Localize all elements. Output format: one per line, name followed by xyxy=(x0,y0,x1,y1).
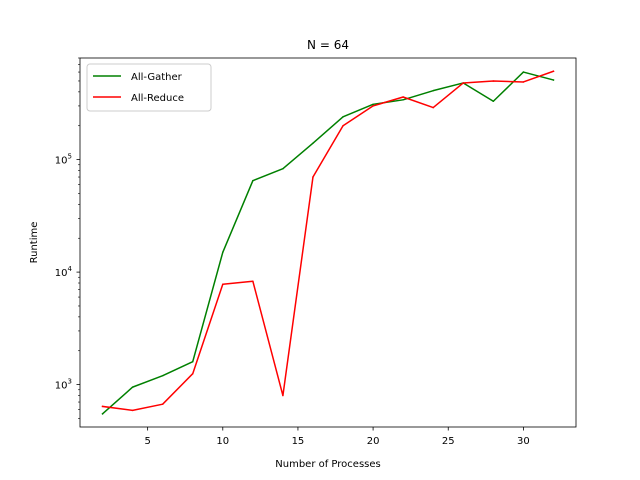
data-point-all-gather xyxy=(131,386,134,388)
x-tick-label: 15 xyxy=(292,436,305,447)
y-tick-label: 103 xyxy=(55,378,72,392)
plot-frame xyxy=(79,57,577,428)
series-layer xyxy=(101,70,555,415)
data-point-all-reduce xyxy=(191,372,194,375)
data-point-all-reduce xyxy=(101,405,104,408)
data-point-all-gather xyxy=(492,100,495,103)
data-point-all-gather xyxy=(552,79,555,81)
data-point-all-gather xyxy=(101,413,104,415)
legend: All-Gather All-Reduce xyxy=(86,63,212,112)
data-point-all-reduce xyxy=(432,106,434,109)
data-point-all-reduce xyxy=(492,80,495,82)
data-point-all-reduce xyxy=(161,403,164,405)
data-point-all-gather xyxy=(222,251,224,254)
data-point-all-gather xyxy=(432,89,434,92)
legend-label-all-gather: All-Gather xyxy=(131,72,183,83)
x-tick-label: 25 xyxy=(442,436,455,447)
data-point-all-gather xyxy=(191,360,194,363)
data-point-all-reduce xyxy=(342,124,344,127)
data-point-all-reduce xyxy=(522,81,525,83)
y-tick-label: 104 xyxy=(55,265,73,279)
y-axis: 103 104 105 xyxy=(55,57,80,419)
x-tick-label: 10 xyxy=(216,436,229,447)
data-point-all-reduce xyxy=(252,280,254,282)
x-tick-label: 30 xyxy=(517,436,530,447)
data-point-all-reduce xyxy=(312,176,314,178)
data-point-all-reduce xyxy=(282,394,284,397)
data-point-all-reduce xyxy=(222,283,224,285)
data-point-all-reduce xyxy=(372,105,374,107)
x-axis: 5 10 15 20 25 30 xyxy=(144,427,530,447)
chart-title: N = 64 xyxy=(307,38,349,52)
series-line-all-gather xyxy=(101,71,555,415)
y-tick-label: 105 xyxy=(55,153,72,167)
x-tick-label: 5 xyxy=(144,436,150,447)
data-point-all-gather xyxy=(372,103,374,106)
data-point-all-gather xyxy=(402,99,404,101)
x-axis-label: Number of Processes xyxy=(275,459,380,470)
data-point-all-gather xyxy=(342,116,344,118)
y-axis-label: Runtime xyxy=(29,222,40,264)
data-point-all-reduce xyxy=(552,70,555,72)
data-point-all-gather xyxy=(252,179,254,182)
series-line-all-reduce xyxy=(101,70,555,412)
data-point-all-reduce xyxy=(131,409,134,412)
data-point-all-reduce xyxy=(402,96,404,98)
data-point-all-gather xyxy=(522,71,525,73)
data-point-all-gather xyxy=(312,142,314,144)
data-point-all-gather xyxy=(282,167,284,170)
legend-label-all-reduce: All-Reduce xyxy=(131,93,184,104)
data-point-all-gather xyxy=(161,374,164,377)
data-point-all-reduce xyxy=(462,82,465,84)
x-tick-label: 20 xyxy=(367,436,380,447)
